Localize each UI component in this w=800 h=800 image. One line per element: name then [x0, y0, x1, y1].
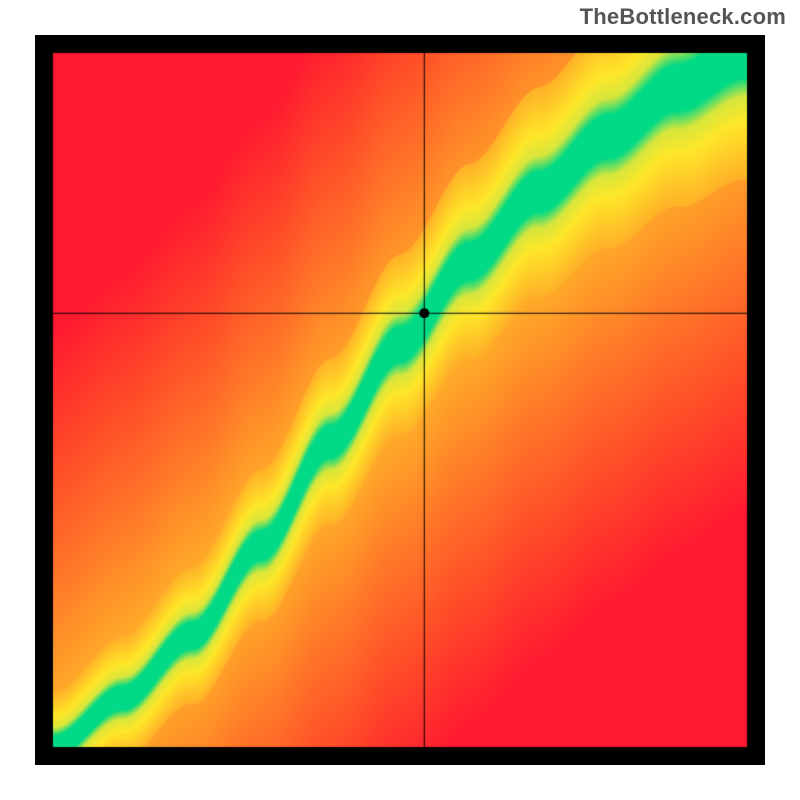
- watermark-text: TheBottleneck.com: [580, 4, 786, 30]
- chart-container: TheBottleneck.com: [0, 0, 800, 800]
- heatmap-canvas: [35, 35, 765, 765]
- heatmap-plot: [35, 35, 765, 765]
